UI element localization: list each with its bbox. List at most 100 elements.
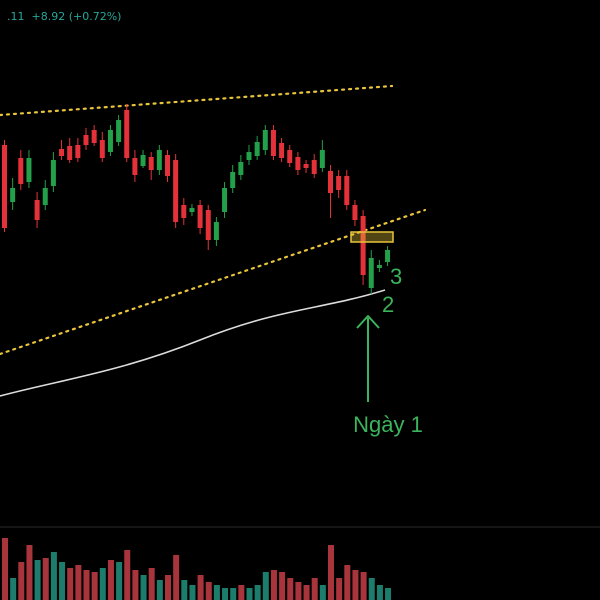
volume-bar	[75, 565, 82, 600]
highlight-zone-box	[350, 231, 394, 243]
candle-body	[328, 171, 333, 193]
candle-body	[2, 145, 7, 228]
candle-body	[376, 265, 382, 268]
volume-bar	[270, 570, 277, 600]
volume-bar	[173, 555, 180, 600]
volume-bar	[107, 560, 114, 600]
candle-body	[230, 172, 236, 188]
volume-bar	[376, 585, 383, 600]
volume-bar	[303, 585, 310, 600]
candle-body	[238, 162, 244, 175]
candle-body	[197, 205, 203, 228]
candle-body	[83, 135, 89, 145]
candle-body	[10, 188, 16, 202]
candle-body	[140, 155, 146, 166]
volume-bar	[319, 585, 326, 600]
candle-body	[132, 158, 138, 175]
candle-body	[279, 143, 285, 158]
volume-bar	[83, 570, 90, 600]
candle-body	[181, 205, 187, 218]
candle-body	[91, 130, 97, 143]
candle-body	[59, 149, 65, 156]
price-change: +8.92 (+0.72%)	[31, 10, 122, 23]
volume-bar	[42, 558, 49, 600]
candle-body	[254, 142, 260, 156]
candle-body	[262, 130, 268, 150]
candle-body	[26, 158, 32, 182]
candle-body	[107, 130, 113, 152]
price-header: .11 +8.92 (+0.72%)	[0, 0, 121, 23]
candle-body	[303, 164, 309, 168]
volume-bar	[254, 585, 261, 600]
volume-bar	[238, 585, 245, 600]
volume-bar	[67, 568, 74, 600]
candle-body	[287, 150, 293, 163]
volume-bar	[189, 585, 196, 600]
volume-bar	[287, 578, 294, 600]
candle-body	[360, 216, 366, 275]
candle-body	[295, 157, 301, 170]
candle-body	[50, 160, 56, 186]
volume-bar	[197, 575, 204, 600]
volume-bar	[205, 582, 212, 600]
volume-bar	[213, 585, 220, 600]
candle-body	[148, 157, 154, 170]
candle-body	[270, 130, 276, 156]
candle-body	[99, 140, 105, 158]
candle-body	[75, 145, 81, 158]
volume-bar	[246, 588, 253, 600]
volume-bar	[360, 572, 367, 600]
day-1-label: Ngày 1	[353, 412, 423, 437]
volume-bar	[91, 572, 98, 600]
volume-bar	[140, 575, 147, 600]
candle-body	[67, 146, 73, 160]
volume-bar	[222, 588, 229, 600]
volume-bar	[148, 568, 155, 600]
candle-body	[42, 188, 48, 205]
candle-body	[165, 155, 170, 176]
volume-bar	[385, 588, 392, 600]
candle-body	[344, 176, 350, 205]
candle-body	[189, 208, 195, 212]
candle-body	[385, 250, 391, 262]
volume-bar	[295, 582, 302, 600]
candle-body	[222, 188, 228, 212]
volume-bar	[181, 580, 188, 600]
volume-bar	[279, 572, 286, 600]
volume-bar	[262, 572, 269, 600]
candle-body	[246, 152, 252, 160]
candle-body	[319, 150, 325, 168]
volume-bar	[34, 560, 41, 600]
volume-bar	[165, 575, 171, 600]
label-day-3: 3	[390, 264, 402, 289]
volume-bar	[26, 545, 33, 600]
volume-bar	[344, 565, 351, 600]
candle-body	[173, 160, 179, 222]
volume-bar	[59, 562, 66, 600]
candle-body	[156, 150, 162, 170]
volume-bar	[2, 538, 8, 600]
candle-body	[18, 158, 24, 184]
volume-bar	[116, 562, 123, 600]
moving-average-line	[0, 289, 386, 397]
candle-body	[205, 210, 211, 240]
candle-body	[352, 205, 358, 220]
volume-bar	[18, 562, 25, 600]
candle-body	[213, 222, 219, 240]
candle-body	[124, 110, 130, 158]
candle-body	[311, 160, 317, 174]
volume-bar	[10, 578, 17, 600]
arrow-head	[356, 315, 380, 329]
candle-body	[34, 200, 40, 220]
volume-bar	[336, 578, 343, 600]
candle-body	[116, 120, 122, 142]
upper-trendline	[0, 84, 394, 117]
volume-bar	[156, 580, 163, 600]
volume-bar	[99, 568, 106, 600]
label-day-2: 2	[382, 292, 394, 317]
volume-bar	[230, 588, 237, 600]
price-fragment: .11	[7, 10, 25, 23]
candle-body	[336, 176, 342, 190]
volume-bar	[132, 570, 139, 600]
